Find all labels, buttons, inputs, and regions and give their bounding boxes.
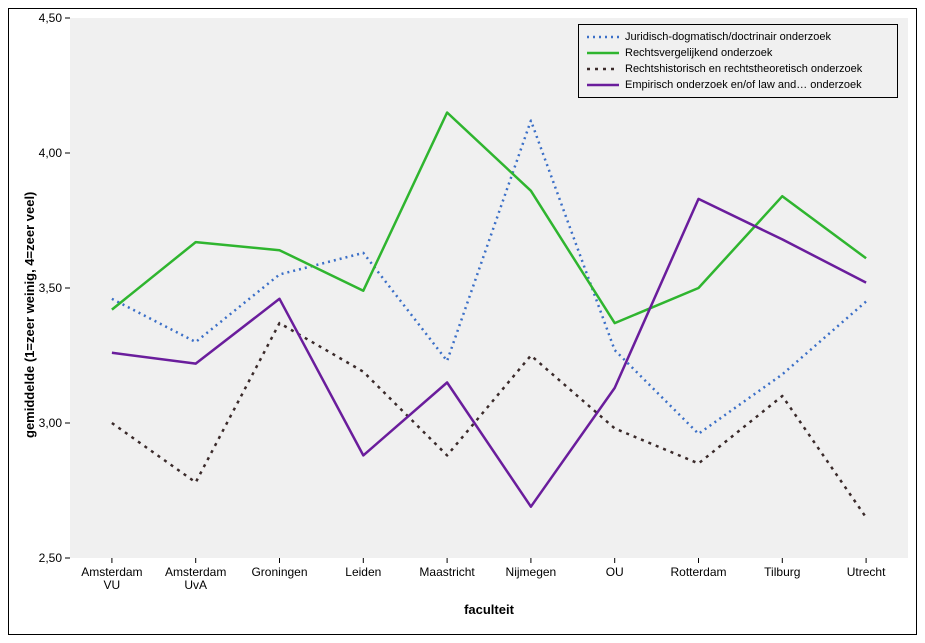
x-tick-label: Nijmegen (492, 566, 570, 579)
legend-item: Rechtshistorisch en rechtstheoretisch on… (585, 61, 891, 77)
legend-label: Rechtshistorisch en rechtstheoretisch on… (625, 63, 862, 75)
y-tick-label: 2,50 (22, 551, 62, 565)
chart-container: 2,503,003,504,004,50 Amsterdam VUAmsterd… (0, 0, 925, 643)
series-line (112, 121, 866, 434)
x-tick-label: Tilburg (743, 566, 821, 579)
y-axis-title: gemiddelde (1=zeer weinig, 4=zeer veel) (22, 192, 37, 438)
legend-item: Juridisch-dogmatisch/doctrinair onderzoe… (585, 29, 891, 45)
legend-item: Empirisch onderzoek en/of law and… onder… (585, 77, 891, 93)
x-tick-label: Amsterdam VU (73, 566, 151, 592)
x-tick-label: Amsterdam UvA (157, 566, 235, 592)
legend-swatch (585, 78, 621, 92)
legend-label: Empirisch onderzoek en/of law and… onder… (625, 79, 862, 91)
y-tick-label: 4,00 (22, 146, 62, 160)
series-line (112, 323, 866, 517)
legend-swatch (585, 62, 621, 76)
series-line (112, 113, 866, 324)
legend-item: Rechtsvergelijkend onderzoek (585, 45, 891, 61)
x-axis-title: faculteit (70, 602, 908, 617)
y-tick-label: 4,50 (22, 11, 62, 25)
legend-swatch (585, 46, 621, 60)
legend: Juridisch-dogmatisch/doctrinair onderzoe… (578, 24, 898, 98)
x-tick-label: Maastricht (408, 566, 486, 579)
x-tick-label: Groningen (241, 566, 319, 579)
x-tick-label: OU (576, 566, 654, 579)
legend-swatch (585, 30, 621, 44)
x-tick-label: Utrecht (827, 566, 905, 579)
x-tick-label: Leiden (324, 566, 402, 579)
legend-label: Rechtsvergelijkend onderzoek (625, 47, 772, 59)
legend-label: Juridisch-dogmatisch/doctrinair onderzoe… (625, 31, 831, 43)
x-tick-label: Rotterdam (660, 566, 738, 579)
